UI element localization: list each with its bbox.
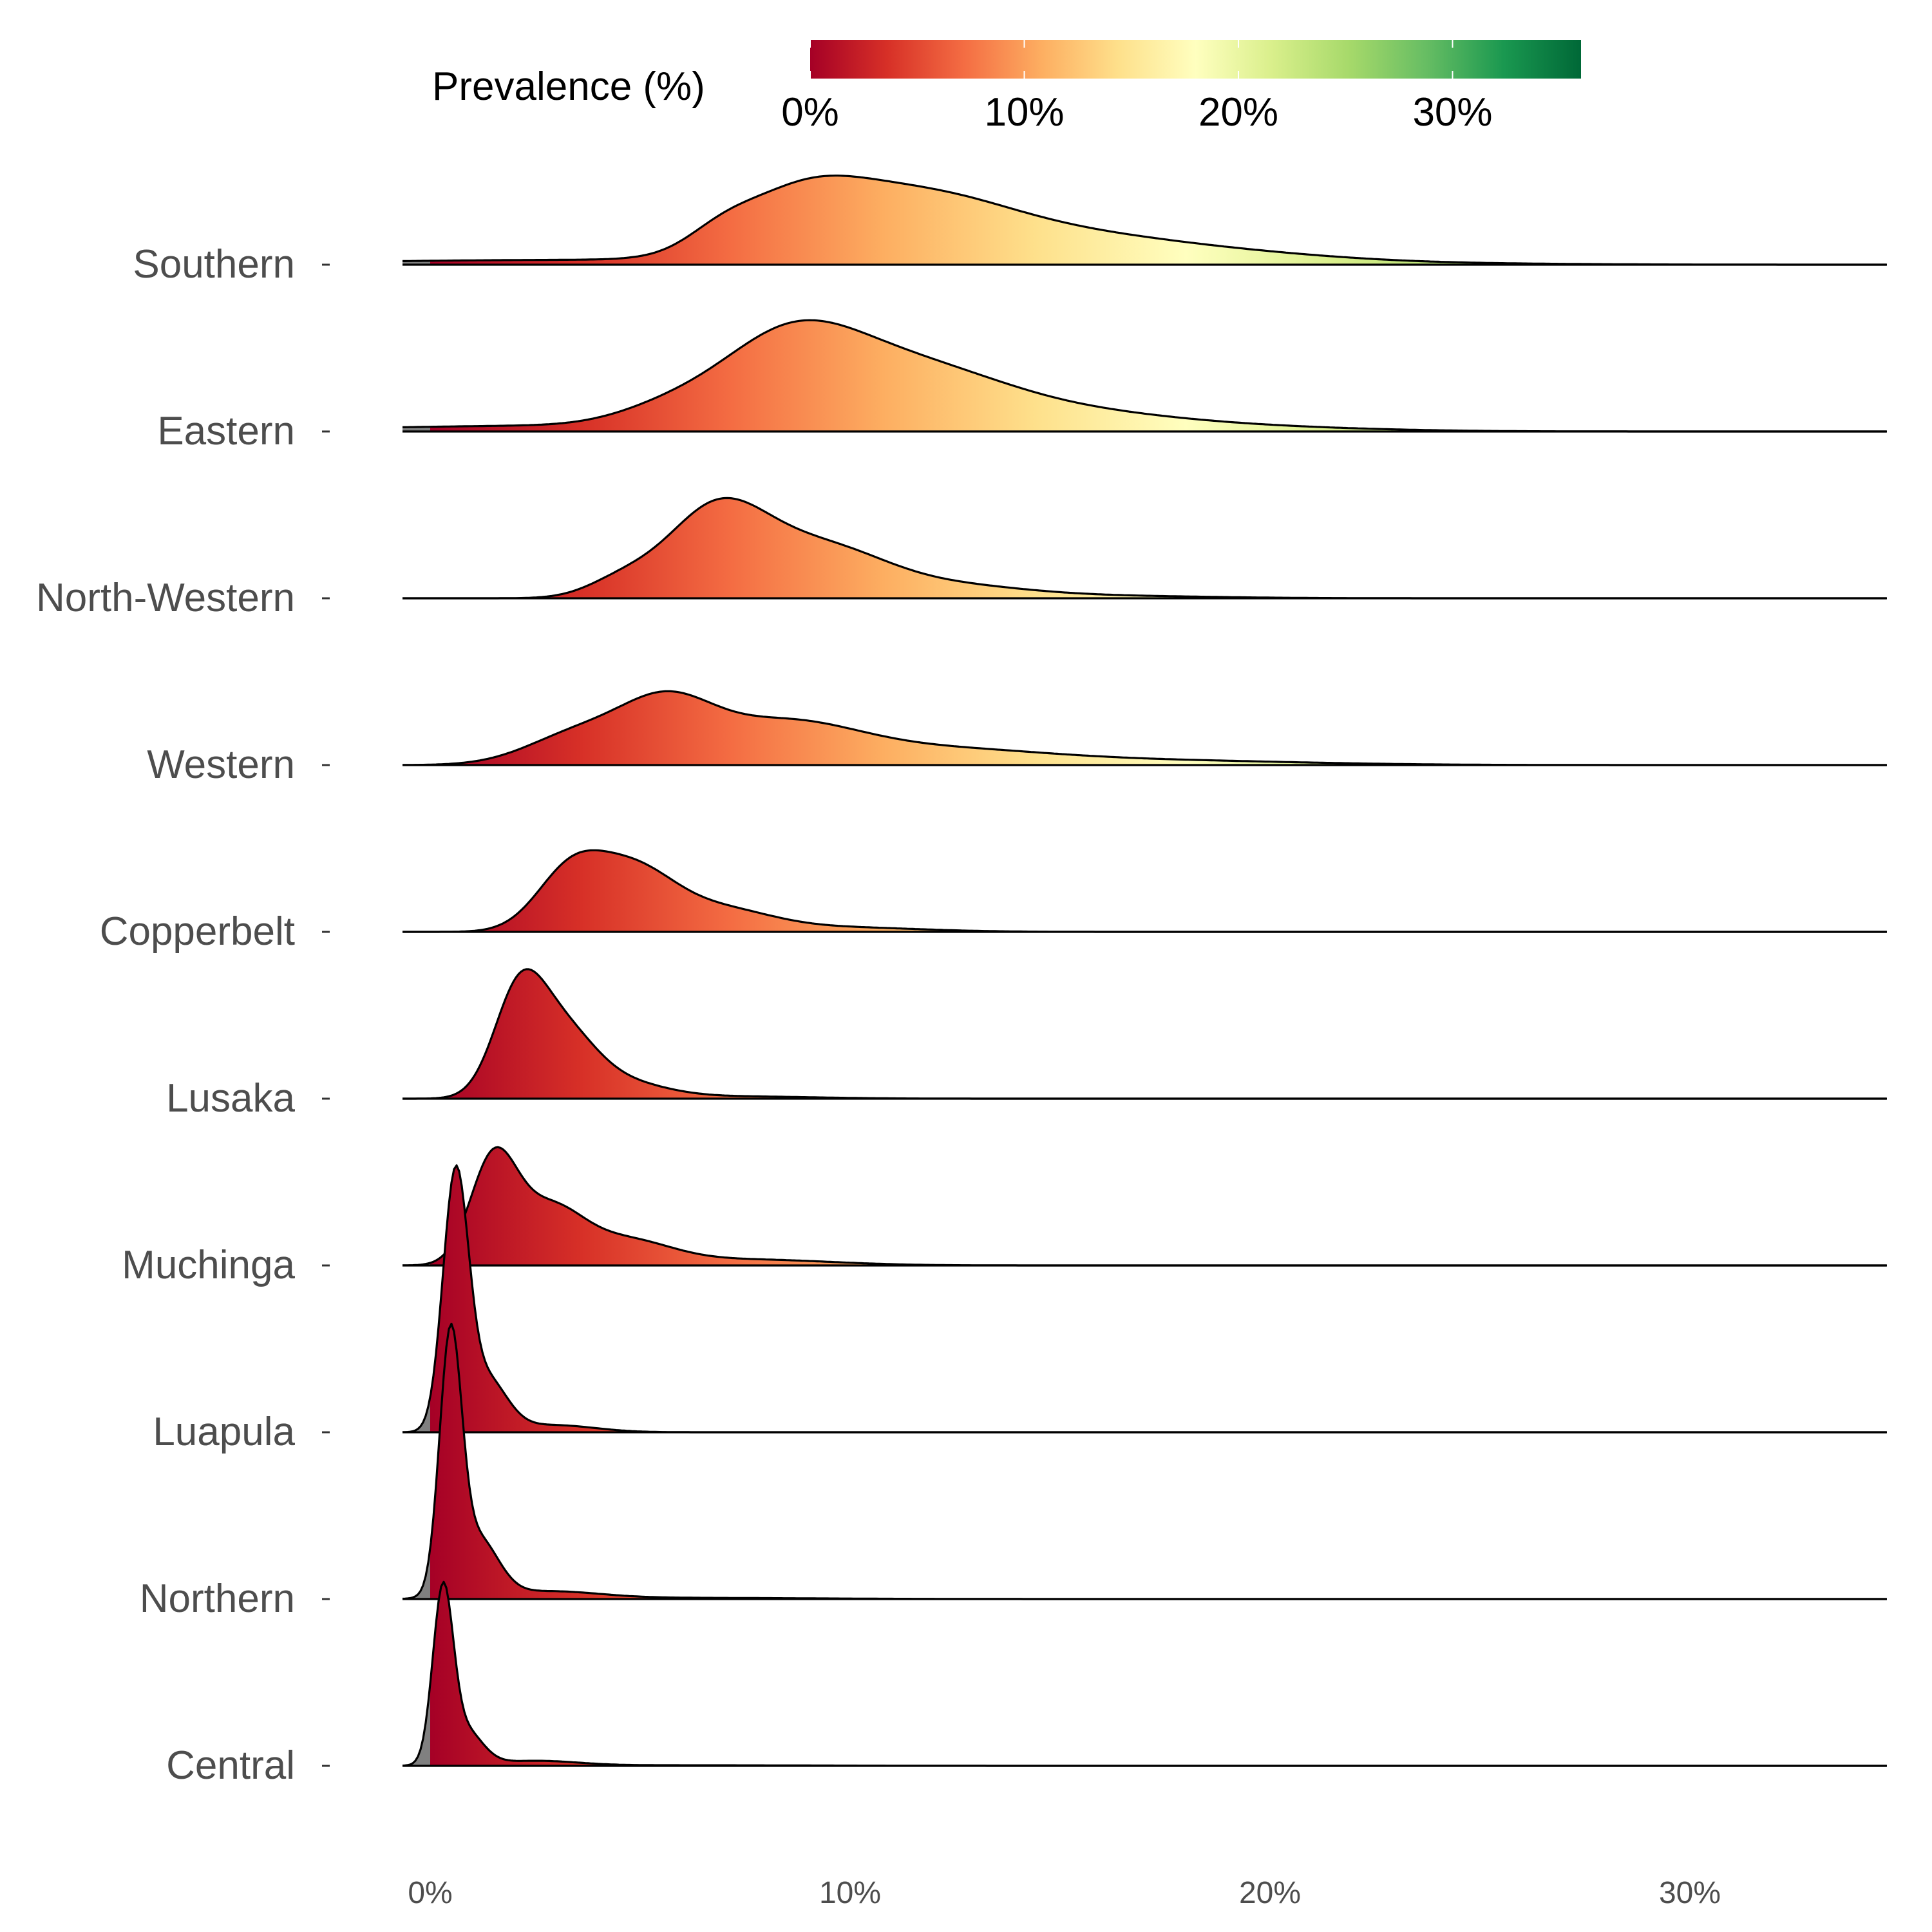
ridge-outline (402, 1322, 1886, 1600)
legend-colorbar (810, 40, 1581, 79)
ridge-fill (430, 1323, 1887, 1599)
ridge-central (402, 1580, 1887, 1767)
ridge-northern (402, 1322, 1887, 1600)
legend-title: Prevalence (%) (432, 64, 705, 109)
legend-tick-label: 30% (1412, 90, 1492, 135)
ridge-southern (402, 175, 1887, 266)
ridge-outline (402, 1164, 1886, 1434)
legend-tick-label: 20% (1198, 90, 1278, 135)
x-tick-label: 10% (819, 1876, 881, 1910)
region-label-northern: Northern (140, 1577, 295, 1621)
x-tick-label: 20% (1239, 1876, 1301, 1910)
ridge-copperbelt (402, 849, 1887, 933)
y-axis: Southern Eastern North-Western Western C… (36, 242, 330, 1788)
ridge-lusaka (402, 968, 1887, 1100)
x-tick-label: 30% (1659, 1876, 1721, 1910)
region-label-lusaka: Lusaka (166, 1076, 295, 1121)
legend-tick-label: 0% (781, 90, 839, 135)
ridge-fill (430, 850, 1887, 932)
region-label-north-western: North-Western (36, 576, 295, 620)
region-label-western: Western (147, 743, 295, 787)
region-label-muchinga: Muchinga (122, 1243, 295, 1287)
ridge-fill (430, 320, 1887, 431)
y-axis-ticks (322, 263, 330, 1767)
ridge-fill (430, 1582, 1887, 1766)
region-label-luapula: Luapula (153, 1410, 295, 1454)
ridge-eastern (402, 319, 1887, 433)
ridge-muchinga (402, 1146, 1887, 1267)
region-label-southern: Southern (133, 242, 295, 287)
ridge-below-zero-fill (402, 1683, 430, 1766)
legend-tick-label: 10% (984, 90, 1064, 135)
region-label-eastern: Eastern (157, 409, 295, 453)
region-label-central: Central (166, 1743, 295, 1788)
ridge-western (402, 690, 1887, 766)
ridge-fill (430, 969, 1887, 1099)
legend-ticks (810, 40, 1454, 79)
ridge-fill (430, 1165, 1887, 1432)
ridges (402, 175, 1887, 1767)
ridge-outline (402, 1580, 1886, 1767)
ridge-fill (430, 498, 1887, 598)
legend: Prevalence (%) 0% 10% 20% 30% (432, 40, 1581, 135)
ridge-fill (430, 1147, 1887, 1265)
x-tick-label: 0% (408, 1876, 452, 1910)
x-axis: 0% 10% 20% 30% (408, 1876, 1721, 1910)
ridge-fill (430, 175, 1887, 265)
ridge-luapula (402, 1164, 1887, 1434)
ridge-north-western (402, 497, 1887, 600)
ridge-fill (430, 691, 1887, 765)
region-label-copperbelt: Copperbelt (100, 909, 295, 954)
